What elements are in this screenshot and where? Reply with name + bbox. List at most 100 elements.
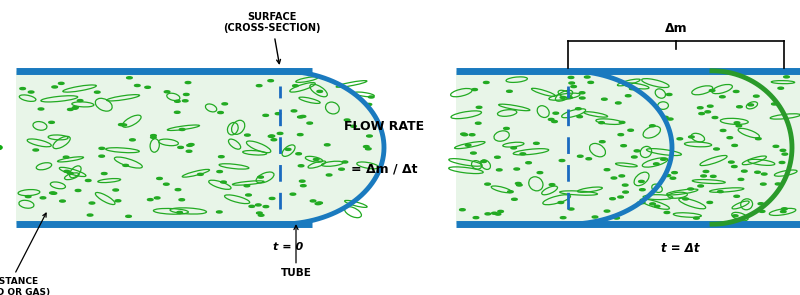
Circle shape (558, 201, 564, 204)
Circle shape (33, 149, 38, 151)
Circle shape (619, 121, 625, 123)
Circle shape (67, 109, 73, 111)
Circle shape (485, 183, 490, 185)
Circle shape (255, 204, 261, 206)
Circle shape (515, 182, 521, 184)
Circle shape (113, 189, 118, 191)
Circle shape (179, 199, 185, 201)
Circle shape (738, 178, 744, 181)
Circle shape (86, 179, 91, 181)
Circle shape (775, 183, 781, 185)
Circle shape (667, 118, 673, 120)
Circle shape (258, 176, 263, 178)
Circle shape (218, 112, 223, 114)
Circle shape (246, 194, 251, 196)
Circle shape (121, 124, 126, 126)
Circle shape (619, 175, 625, 177)
Circle shape (654, 163, 659, 165)
Circle shape (186, 81, 191, 83)
Bar (456, 71, 800, 224)
Circle shape (569, 82, 574, 84)
Circle shape (759, 210, 765, 212)
Circle shape (712, 117, 718, 119)
Circle shape (157, 178, 162, 180)
Circle shape (598, 122, 604, 124)
Circle shape (298, 116, 303, 118)
Circle shape (512, 198, 518, 200)
Circle shape (126, 77, 132, 79)
Circle shape (495, 213, 501, 215)
Circle shape (317, 90, 322, 92)
Circle shape (270, 197, 275, 199)
Polygon shape (280, 71, 384, 224)
Circle shape (698, 107, 703, 109)
Circle shape (26, 196, 31, 198)
Circle shape (269, 135, 274, 137)
Circle shape (58, 82, 64, 84)
Circle shape (163, 183, 169, 185)
Circle shape (470, 152, 476, 154)
Circle shape (734, 91, 739, 93)
Circle shape (661, 158, 666, 160)
Circle shape (650, 125, 655, 127)
Text: t = Δt: t = Δt (661, 242, 699, 255)
Text: SURFACE
(CROSS-SECTION): SURFACE (CROSS-SECTION) (223, 12, 321, 64)
Circle shape (462, 134, 468, 136)
Circle shape (351, 125, 357, 127)
Circle shape (782, 153, 788, 155)
Circle shape (189, 144, 194, 146)
Circle shape (134, 84, 140, 86)
Circle shape (461, 133, 466, 135)
Circle shape (222, 103, 227, 105)
Circle shape (50, 192, 55, 194)
Circle shape (217, 211, 222, 213)
Circle shape (621, 145, 626, 147)
Circle shape (526, 162, 531, 164)
Circle shape (585, 76, 590, 78)
Polygon shape (712, 71, 792, 224)
Circle shape (755, 138, 761, 140)
Circle shape (548, 118, 554, 120)
Circle shape (40, 197, 46, 199)
Circle shape (622, 184, 628, 186)
Circle shape (754, 95, 759, 97)
Circle shape (315, 203, 321, 205)
Circle shape (118, 124, 124, 126)
Circle shape (732, 144, 738, 146)
Circle shape (483, 81, 489, 83)
Circle shape (497, 169, 502, 171)
Circle shape (186, 144, 192, 146)
Circle shape (604, 169, 610, 171)
Circle shape (720, 130, 726, 132)
Circle shape (123, 164, 129, 166)
Circle shape (94, 91, 100, 93)
Circle shape (179, 128, 185, 130)
Circle shape (89, 202, 94, 204)
Circle shape (566, 96, 572, 99)
Circle shape (366, 104, 372, 106)
Circle shape (734, 195, 739, 197)
Circle shape (614, 217, 619, 219)
Circle shape (552, 121, 558, 123)
Circle shape (778, 87, 783, 89)
Circle shape (534, 142, 539, 144)
Circle shape (63, 156, 69, 158)
Bar (16, 71, 280, 224)
Circle shape (278, 132, 283, 135)
Circle shape (87, 214, 93, 216)
Circle shape (662, 116, 668, 118)
Circle shape (263, 114, 269, 117)
Circle shape (298, 134, 303, 136)
Circle shape (147, 199, 153, 201)
Circle shape (473, 217, 478, 219)
Circle shape (650, 203, 655, 205)
Circle shape (742, 170, 747, 172)
Circle shape (256, 85, 262, 87)
Circle shape (734, 122, 740, 124)
Circle shape (731, 165, 737, 168)
Circle shape (560, 217, 566, 219)
Circle shape (550, 183, 555, 186)
Circle shape (568, 208, 574, 210)
Circle shape (782, 208, 787, 210)
Circle shape (688, 188, 694, 190)
